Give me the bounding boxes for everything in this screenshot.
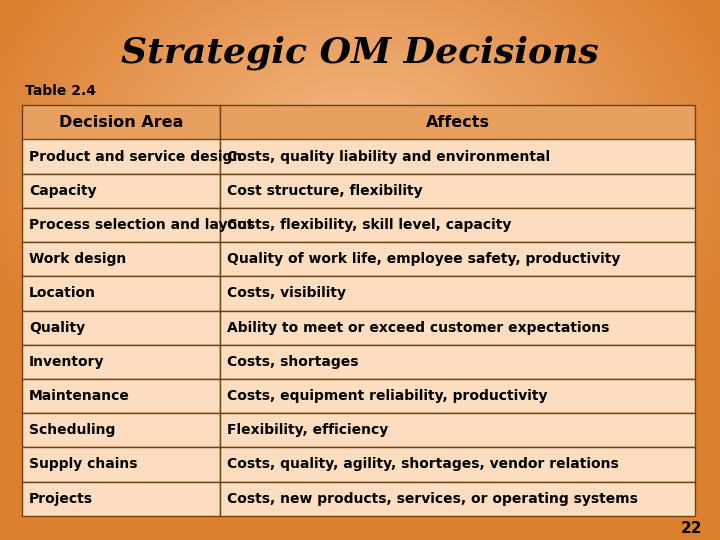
Bar xyxy=(22,174,220,208)
Text: Decision Area: Decision Area xyxy=(59,115,183,130)
Text: Costs, quality liability and environmental: Costs, quality liability and environment… xyxy=(228,150,551,164)
Text: Supply chains: Supply chains xyxy=(29,457,138,471)
Text: Maintenance: Maintenance xyxy=(29,389,130,403)
Text: Process selection and layout: Process selection and layout xyxy=(29,218,253,232)
Text: Costs, visibility: Costs, visibility xyxy=(228,286,346,300)
Bar xyxy=(220,208,695,242)
Bar xyxy=(22,242,220,276)
Text: Costs, shortages: Costs, shortages xyxy=(228,355,359,369)
Text: Costs, quality, agility, shortages, vendor relations: Costs, quality, agility, shortages, vend… xyxy=(228,457,619,471)
Bar xyxy=(220,447,695,482)
Text: Inventory: Inventory xyxy=(29,355,104,369)
Text: Costs, new products, services, or operating systems: Costs, new products, services, or operat… xyxy=(228,491,638,505)
Bar xyxy=(22,345,220,379)
Text: Affects: Affects xyxy=(426,115,490,130)
Text: Location: Location xyxy=(29,286,96,300)
Text: Capacity: Capacity xyxy=(29,184,96,198)
Bar xyxy=(22,379,220,413)
Bar xyxy=(220,139,695,174)
Text: Costs, equipment reliability, productivity: Costs, equipment reliability, productivi… xyxy=(228,389,548,403)
Bar xyxy=(22,276,220,310)
Text: Quality: Quality xyxy=(29,321,85,335)
Bar xyxy=(22,139,220,174)
Text: Ability to meet or exceed customer expectations: Ability to meet or exceed customer expec… xyxy=(228,321,610,335)
Bar xyxy=(22,105,220,139)
Text: Costs, flexibility, skill level, capacity: Costs, flexibility, skill level, capacit… xyxy=(228,218,512,232)
Bar xyxy=(220,174,695,208)
Bar xyxy=(220,242,695,276)
Bar xyxy=(220,413,695,447)
Bar xyxy=(22,482,220,516)
Bar xyxy=(220,310,695,345)
Text: Strategic OM Decisions: Strategic OM Decisions xyxy=(121,35,599,70)
Text: Flexibility, efficiency: Flexibility, efficiency xyxy=(228,423,389,437)
Text: 22: 22 xyxy=(680,521,702,536)
Text: Table 2.4: Table 2.4 xyxy=(25,84,96,98)
Bar xyxy=(22,413,220,447)
Bar xyxy=(220,276,695,310)
Bar xyxy=(22,310,220,345)
Bar xyxy=(220,345,695,379)
Text: Scheduling: Scheduling xyxy=(29,423,115,437)
Text: Projects: Projects xyxy=(29,491,93,505)
Bar xyxy=(220,482,695,516)
Text: Quality of work life, employee safety, productivity: Quality of work life, employee safety, p… xyxy=(228,252,621,266)
Text: Product and service design: Product and service design xyxy=(29,150,242,164)
Bar xyxy=(22,208,220,242)
Bar xyxy=(22,447,220,482)
Bar xyxy=(220,379,695,413)
Text: Cost structure, flexibility: Cost structure, flexibility xyxy=(228,184,423,198)
Bar xyxy=(220,105,695,139)
Text: Work design: Work design xyxy=(29,252,126,266)
